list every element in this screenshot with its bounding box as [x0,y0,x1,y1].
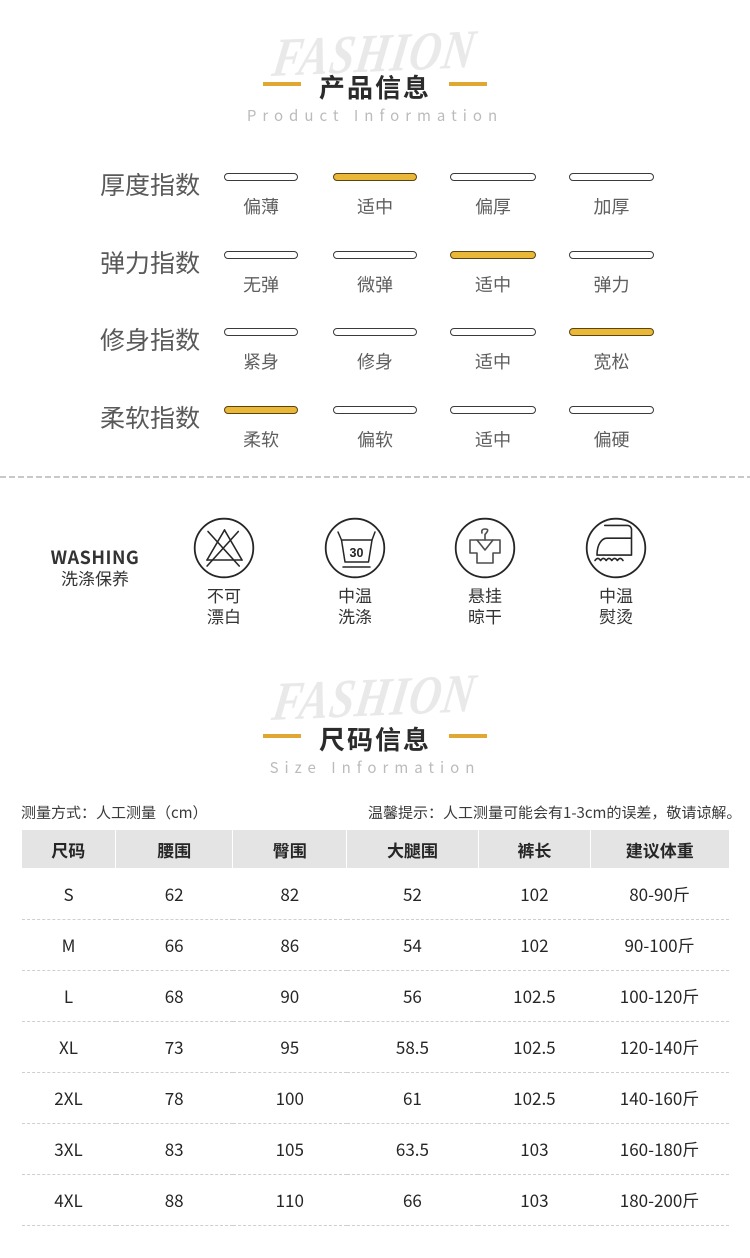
svg-text:30: 30 [350,546,364,560]
